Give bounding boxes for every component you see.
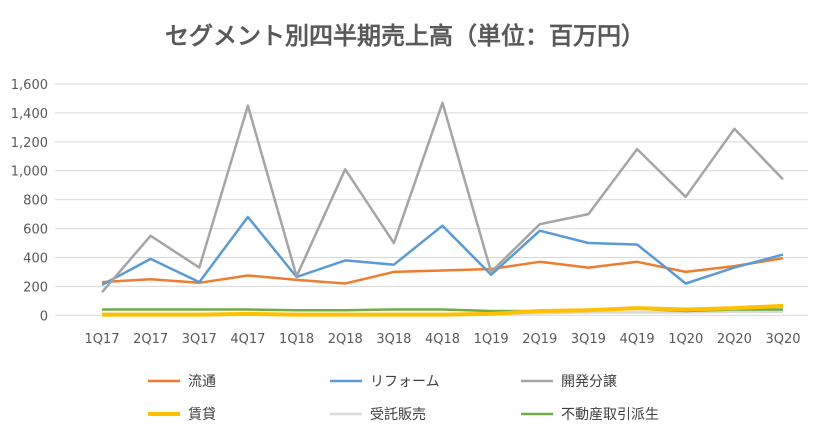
x-tick-label: 2Q18 — [328, 332, 363, 347]
x-tick-label: 4Q18 — [425, 332, 460, 347]
x-tick-label: 3Q19 — [571, 332, 606, 347]
x-tick-label: 1Q19 — [474, 332, 509, 347]
x-tick-label: 4Q17 — [230, 332, 265, 347]
y-tick-label: 1,400 — [11, 107, 48, 122]
x-tick-label: 1Q20 — [668, 332, 703, 347]
x-tick-label: 2Q19 — [522, 332, 557, 347]
chart-title: セグメント別四半期売上高（単位：百万円） — [165, 22, 645, 50]
legend-label: 受託販売 — [370, 407, 426, 423]
legend-label: 賃貸 — [188, 407, 216, 423]
legend-item: 開発分譲 — [521, 374, 617, 390]
series-line-1 — [101, 215, 784, 287]
x-tick-label: 3Q18 — [376, 332, 411, 347]
legend-label: 流通 — [188, 374, 216, 390]
x-axis: 1Q17 2Q17 3Q17 4Q17 1Q18 2Q18 3Q18 4Q18 1Q19 2Q19… — [84, 332, 800, 347]
x-tick-label: 2Q17 — [133, 332, 168, 347]
legend-item: 流通 — [148, 374, 216, 390]
gridlines — [55, 83, 808, 316]
x-tick-label: 1Q18 — [279, 332, 314, 347]
x-tick-label: 3Q20 — [765, 332, 800, 347]
y-tick-label: 400 — [23, 251, 48, 266]
series-line-0 — [101, 256, 784, 285]
y-tick-label: 200 — [23, 280, 48, 295]
y-tick-label: 600 — [23, 223, 48, 238]
legend-item: 受託販売 — [330, 407, 426, 423]
legend-label: 不動産取引派生 — [561, 407, 659, 423]
x-tick-label: 2Q20 — [717, 332, 752, 347]
legend-item: 賃貸 — [148, 407, 216, 423]
legend-item: リフォーム — [330, 374, 440, 390]
y-tick-label: 1,200 — [11, 136, 48, 151]
x-tick-label: 1Q17 — [84, 332, 119, 347]
series-line-3 — [102, 303, 784, 317]
y-tick-label: 1,600 — [11, 78, 48, 93]
legend-label: 開発分譲 — [561, 374, 617, 390]
legend-item: 不動産取引派生 — [521, 407, 659, 423]
x-tick-label: 3Q17 — [182, 332, 217, 347]
x-tick-label: 4Q19 — [620, 332, 655, 347]
y-tick-label: 800 — [23, 194, 48, 209]
y-tick-label: 1,000 — [11, 165, 48, 180]
series-line-2 — [101, 101, 784, 294]
y-axis: 0 200 400 600 800 1,000 1,200 1,400 1,600 — [11, 78, 48, 324]
legend-label: リフォーム — [370, 374, 440, 390]
series-lines — [101, 101, 784, 317]
y-tick-label: 0 — [40, 309, 48, 324]
